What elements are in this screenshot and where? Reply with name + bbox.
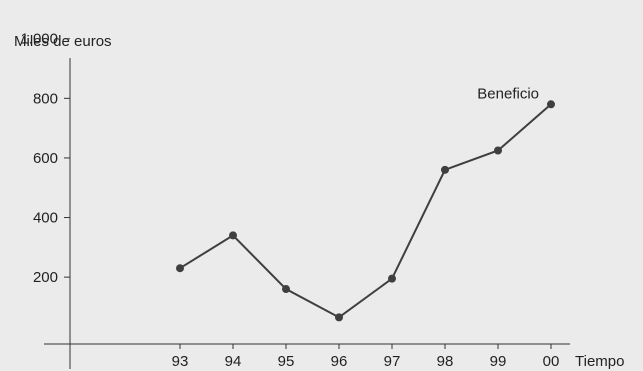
y-tick-label: 600 — [33, 150, 58, 167]
y-tick-label: 800 — [33, 90, 58, 107]
x-tick-label: 96 — [331, 353, 348, 370]
series-line-beneficio — [179, 103, 552, 319]
data-point — [282, 285, 290, 294]
x-tick-label: 98 — [437, 353, 454, 370]
data-point — [176, 264, 184, 273]
series-label-beneficio: Beneficio — [477, 85, 539, 102]
x-tick-label: 95 — [278, 353, 295, 370]
y-tick-label: 1.000 — [20, 31, 58, 48]
data-point — [229, 231, 237, 240]
y-tick-label: 400 — [33, 210, 58, 227]
x-tick-label: 97 — [384, 353, 401, 370]
x-axis-label: Tiempo — [575, 353, 624, 370]
data-point — [335, 313, 343, 322]
y-axis-label: Miles de euros — [14, 33, 112, 50]
y-tick-label: 200 — [33, 269, 58, 286]
x-tick-label: 99 — [490, 353, 507, 370]
data-point — [494, 146, 502, 155]
x-tick-label: 93 — [172, 353, 189, 370]
data-point — [388, 274, 396, 283]
x-tick-label: 00 — [543, 353, 560, 370]
data-point — [547, 100, 555, 109]
data-point — [441, 165, 449, 174]
x-tick-label: 94 — [225, 353, 242, 370]
